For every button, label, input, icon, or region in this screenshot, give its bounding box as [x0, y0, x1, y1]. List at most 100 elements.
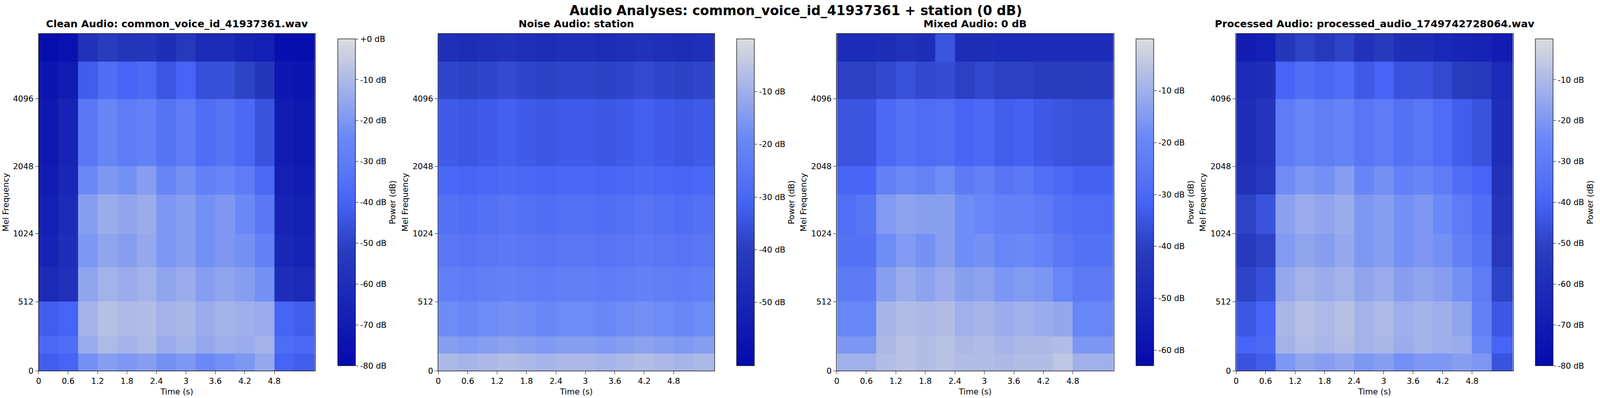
svg-text:512: 512 — [417, 296, 434, 307]
svg-text:3: 3 — [1380, 376, 1386, 386]
svg-text:-20 dB: -20 dB — [1557, 115, 1584, 126]
svg-text:Power (dB): Power (dB) — [387, 180, 398, 225]
svg-text:-50 dB: -50 dB — [758, 297, 786, 307]
svg-text:0: 0 — [435, 376, 441, 386]
svg-text:2.4: 2.4 — [549, 376, 562, 386]
svg-text:Mixed Audio: 0 dB: Mixed Audio: 0 dB — [923, 17, 1027, 30]
svg-text:0: 0 — [428, 366, 434, 376]
svg-text:-50 dB: -50 dB — [1158, 293, 1185, 303]
svg-text:Mel Frequency: Mel Frequency — [400, 173, 410, 232]
svg-text:3.6: 3.6 — [209, 376, 222, 386]
svg-text:-40 dB: -40 dB — [1557, 197, 1584, 208]
svg-text:-50 dB: -50 dB — [359, 238, 387, 248]
svg-text:0.6: 0.6 — [859, 376, 873, 386]
svg-text:-30 dB: -30 dB — [1158, 189, 1185, 200]
svg-text:-60 dB: -60 dB — [359, 279, 387, 289]
svg-text:4096: 4096 — [1210, 93, 1231, 104]
svg-text:3: 3 — [582, 376, 588, 386]
svg-text:3.6: 3.6 — [608, 376, 622, 386]
svg-text:2.4: 2.4 — [948, 376, 961, 386]
svg-text:4.2: 4.2 — [1436, 376, 1450, 386]
svg-text:0: 0 — [28, 366, 34, 376]
svg-text:1.2: 1.2 — [1288, 376, 1302, 386]
svg-text:-40 dB: -40 dB — [1158, 241, 1185, 251]
svg-text:3.6: 3.6 — [1007, 376, 1020, 386]
svg-text:4096: 4096 — [811, 93, 833, 104]
svg-text:-30 dB: -30 dB — [758, 192, 786, 202]
svg-text:-50 dB: -50 dB — [1557, 238, 1584, 248]
svg-text:3: 3 — [183, 376, 189, 386]
svg-text:-80 dB: -80 dB — [359, 360, 387, 371]
svg-text:0: 0 — [1225, 366, 1231, 376]
svg-text:0: 0 — [834, 376, 840, 386]
svg-text:Processed Audio: processed_aud: Processed Audio: processed_audio_1749742… — [1214, 17, 1535, 30]
svg-text:Time (s): Time (s) — [160, 386, 194, 397]
svg-text:512: 512 — [18, 296, 34, 307]
svg-text:1.8: 1.8 — [918, 376, 932, 386]
svg-text:0: 0 — [35, 376, 41, 386]
svg-text:-40 dB: -40 dB — [359, 197, 387, 208]
svg-text:0.6: 0.6 — [1259, 376, 1272, 386]
svg-text:1024: 1024 — [1210, 228, 1231, 239]
svg-text:1.8: 1.8 — [520, 376, 533, 386]
svg-text:-30 dB: -30 dB — [359, 156, 387, 167]
svg-text:512: 512 — [816, 296, 833, 307]
svg-text:4.8: 4.8 — [1066, 376, 1079, 386]
svg-text:2048: 2048 — [13, 161, 34, 172]
svg-text:0: 0 — [826, 366, 832, 376]
svg-text:4.2: 4.2 — [637, 376, 651, 386]
svg-text:Power (dB): Power (dB) — [1585, 180, 1595, 225]
svg-text:512: 512 — [1215, 296, 1232, 307]
svg-text:1024: 1024 — [412, 228, 434, 239]
svg-text:-10 dB: -10 dB — [1557, 75, 1584, 85]
svg-text:4.8: 4.8 — [666, 376, 680, 386]
svg-text:-70 dB: -70 dB — [1557, 320, 1584, 330]
svg-text:4.2: 4.2 — [238, 376, 251, 386]
svg-text:2048: 2048 — [1210, 161, 1231, 172]
svg-text:-10 dB: -10 dB — [758, 86, 786, 97]
svg-text:Noise Audio: station: Noise Audio: station — [518, 17, 635, 30]
svg-text:2.4: 2.4 — [149, 376, 163, 386]
svg-text:-60 dB: -60 dB — [1557, 279, 1584, 289]
svg-text:0: 0 — [1233, 376, 1239, 386]
svg-text:-20 dB: -20 dB — [758, 139, 786, 149]
svg-text:-70 dB: -70 dB — [359, 320, 387, 330]
svg-text:1.2: 1.2 — [91, 376, 105, 386]
svg-text:Clean Audio: common_voice_id_4: Clean Audio: common_voice_id_41937361.wa… — [45, 17, 308, 30]
svg-text:2.4: 2.4 — [1347, 376, 1361, 386]
svg-text:1.2: 1.2 — [490, 376, 504, 386]
svg-text:2048: 2048 — [811, 161, 833, 172]
svg-text:-20 dB: -20 dB — [359, 115, 387, 126]
svg-text:1024: 1024 — [811, 228, 833, 239]
svg-text:Power (dB): Power (dB) — [1185, 180, 1196, 225]
svg-text:1.8: 1.8 — [120, 376, 134, 386]
svg-text:4096: 4096 — [412, 93, 434, 104]
svg-text:Time (s): Time (s) — [958, 386, 992, 397]
svg-text:3: 3 — [981, 376, 987, 386]
svg-text:-80 dB: -80 dB — [1557, 360, 1584, 371]
svg-text:Mel Frequency: Mel Frequency — [1, 173, 11, 232]
svg-text:Mel Frequency: Mel Frequency — [798, 173, 809, 232]
svg-text:4.8: 4.8 — [1465, 376, 1479, 386]
svg-text:1024: 1024 — [13, 228, 34, 239]
svg-text:Power (dB): Power (dB) — [786, 180, 797, 225]
svg-text:4.8: 4.8 — [267, 376, 281, 386]
svg-text:-40 dB: -40 dB — [758, 244, 786, 255]
svg-text:-10 dB: -10 dB — [1158, 85, 1185, 96]
svg-text:0.6: 0.6 — [461, 376, 475, 386]
svg-text:-10 dB: -10 dB — [359, 75, 387, 85]
svg-text:Time (s): Time (s) — [1357, 386, 1391, 397]
svg-text:1.2: 1.2 — [889, 376, 903, 386]
svg-text:-30 dB: -30 dB — [1557, 156, 1584, 167]
svg-text:-60 dB: -60 dB — [1158, 345, 1185, 355]
svg-text:+0 dB: +0 dB — [359, 34, 386, 44]
svg-text:Time (s): Time (s) — [559, 386, 593, 397]
svg-text:4.2: 4.2 — [1037, 376, 1050, 386]
svg-text:0.6: 0.6 — [61, 376, 75, 386]
svg-text:3.6: 3.6 — [1406, 376, 1420, 386]
svg-text:Mel Frequency: Mel Frequency — [1198, 173, 1208, 232]
svg-text:-20 dB: -20 dB — [1158, 137, 1185, 148]
svg-text:2048: 2048 — [412, 161, 434, 172]
svg-text:1.8: 1.8 — [1318, 376, 1331, 386]
svg-text:4096: 4096 — [13, 93, 34, 104]
